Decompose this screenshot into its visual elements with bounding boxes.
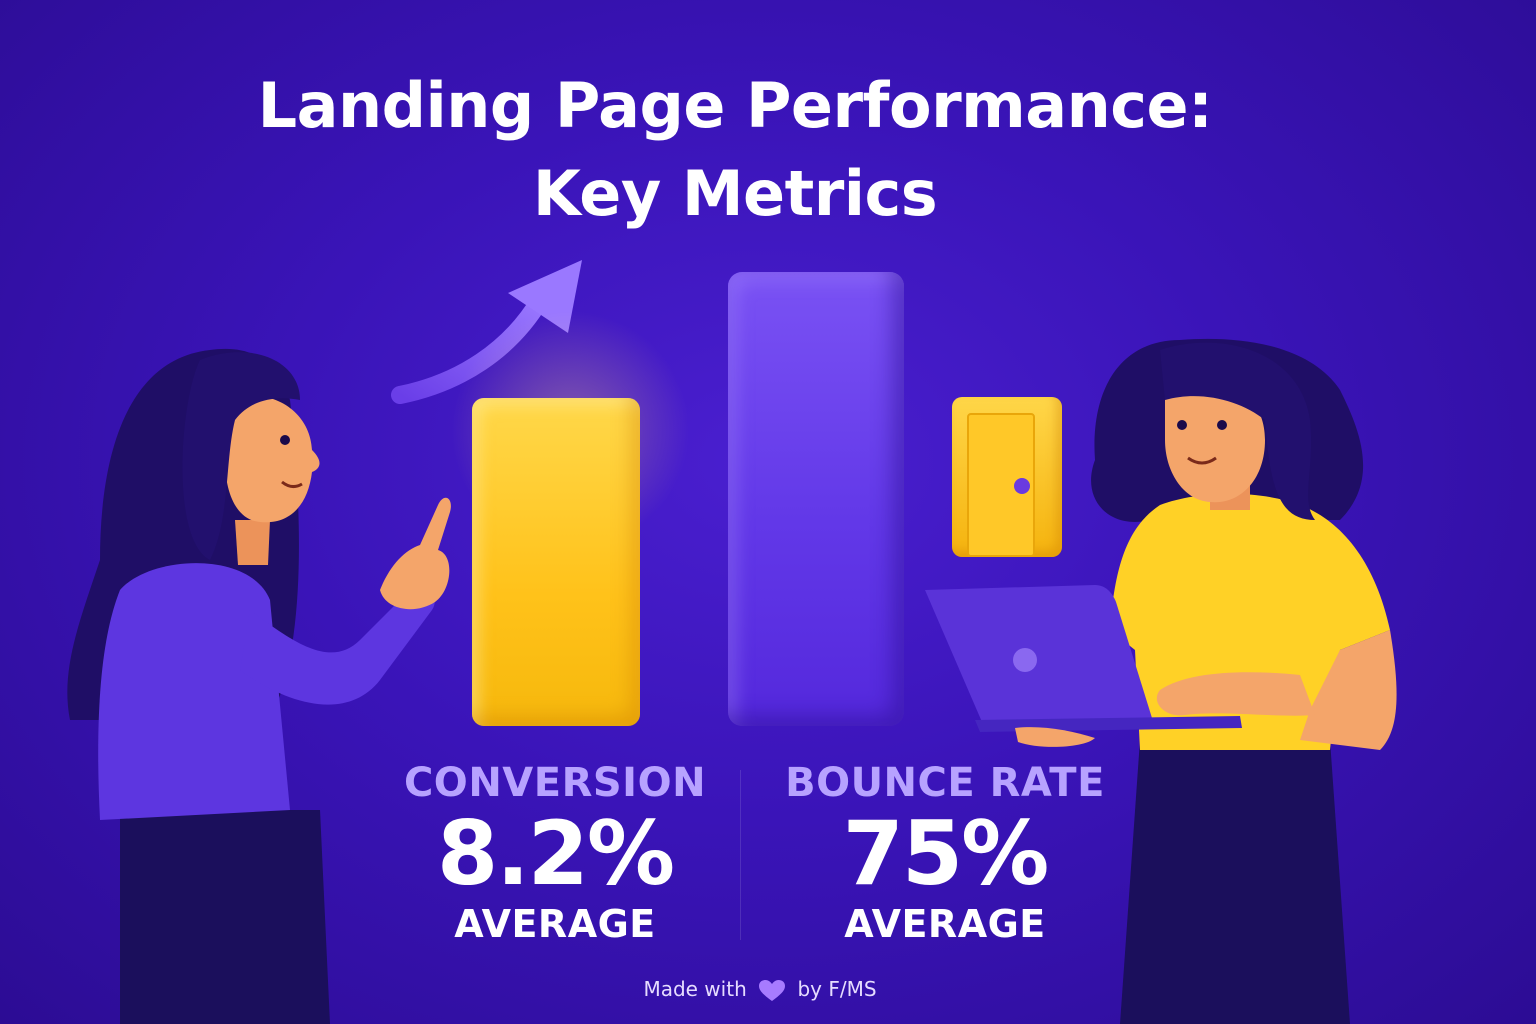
conversion-label: CONVERSION <box>403 760 707 806</box>
bounce-bar <box>728 272 904 726</box>
footer-suffix: by F/MS <box>797 977 877 1001</box>
bounce-sub: AVERAGE <box>844 902 1046 946</box>
bounce-value: 75% <box>842 802 1050 905</box>
door-knob <box>1014 478 1030 494</box>
conversion-metric: CONVERSION 8.2% AVERAGE <box>360 760 750 946</box>
metrics-divider <box>740 770 741 940</box>
bounce-label: BOUNCE RATE <box>785 760 1105 806</box>
conversion-sub: AVERAGE <box>454 902 656 946</box>
footer-prefix: Made with <box>643 977 747 1001</box>
woman-pointing-illustration <box>67 348 451 1024</box>
conversion-bar <box>472 398 640 726</box>
footer-credit: Made with by F/MS <box>600 974 920 1004</box>
title-line-1: Landing Page Performance: <box>257 69 1213 142</box>
heart-icon <box>759 979 786 1002</box>
trend-arrow-icon <box>391 260 582 404</box>
title-line-2: Key Metrics <box>532 157 938 230</box>
conversion-value: 8.2% <box>436 802 675 905</box>
woman-laptop-illustration <box>925 338 1397 1024</box>
bounce-metric: BOUNCE RATE 75% AVERAGE <box>750 760 1140 946</box>
page-title: Landing Page Performance: Key Metrics <box>0 62 1470 238</box>
